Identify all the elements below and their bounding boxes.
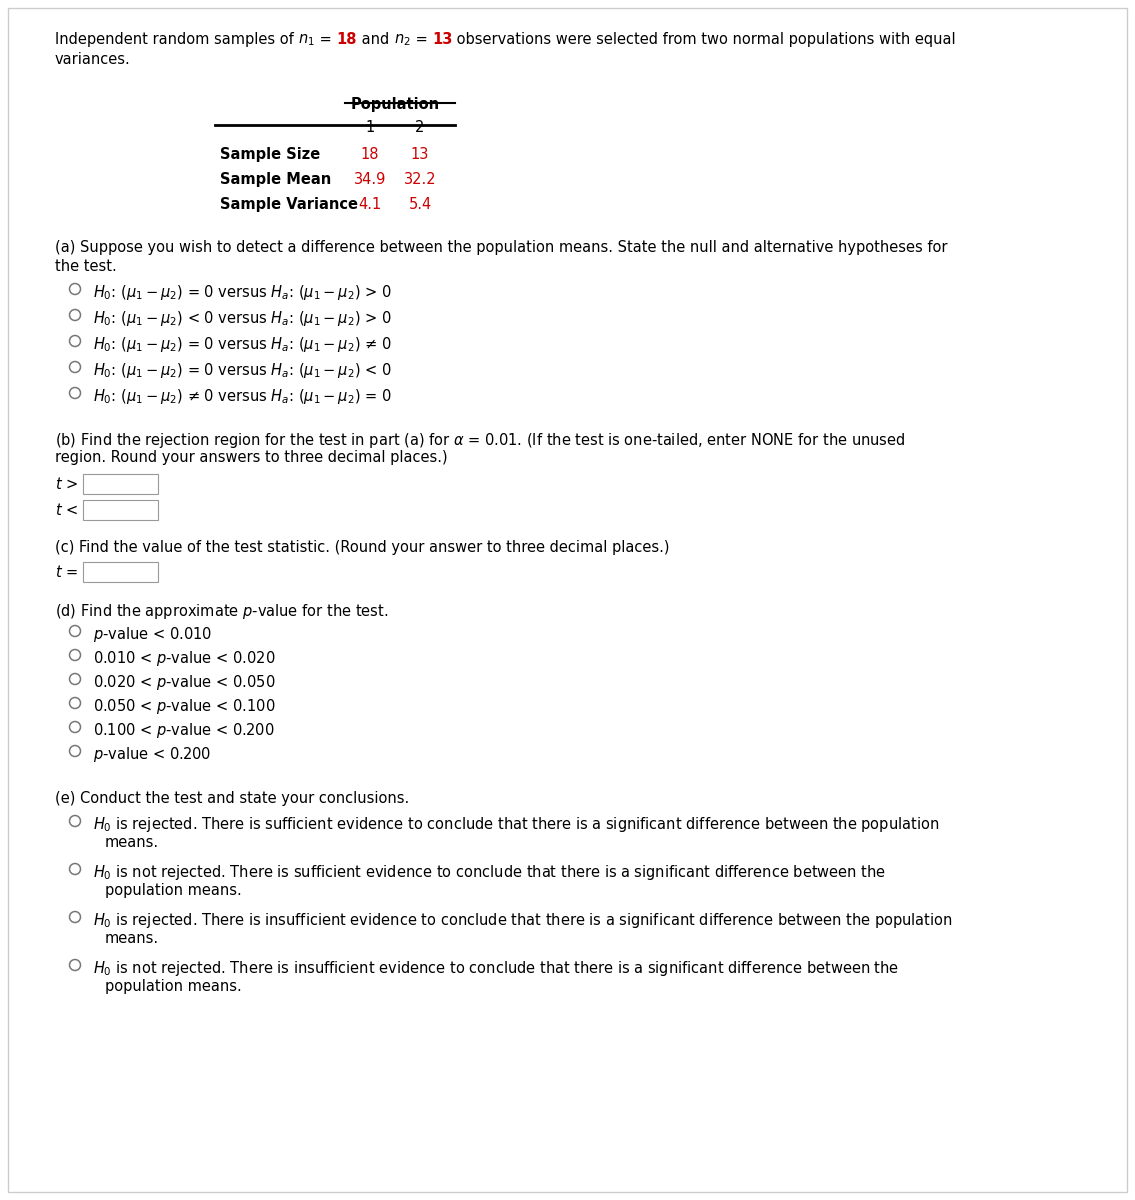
Text: 34.9: 34.9 [354,172,386,187]
Text: $H_0$: $(μ_1 - μ_2)$ < 0 versus $H_a$: $(μ_1 - μ_2)$ > 0: $H_0$: $(μ_1 - μ_2)$ < 0 versus $H_a$: $… [93,308,392,328]
Text: 13: 13 [411,146,429,162]
Text: (d) Find the approximate $p$-value for the test.: (d) Find the approximate $p$-value for t… [54,602,388,622]
Text: population means.: population means. [106,979,242,994]
Text: 18: 18 [336,32,358,47]
Text: Population: Population [351,97,439,112]
Text: 4.1: 4.1 [359,197,381,212]
Text: (e) Conduct the test and state your conclusions.: (e) Conduct the test and state your conc… [54,791,410,806]
Text: Independent random samples of: Independent random samples of [54,32,299,47]
Text: $t$ =: $t$ = [54,564,78,580]
Text: 1: 1 [365,120,375,134]
Text: the test.: the test. [54,259,117,274]
Text: 0.050 < $p$-value < 0.100: 0.050 < $p$-value < 0.100 [93,697,276,716]
Text: 0.010 < $p$-value < 0.020: 0.010 < $p$-value < 0.020 [93,649,276,668]
Text: region. Round your answers to three decimal places.): region. Round your answers to three deci… [54,450,447,464]
Text: $p$-value < 0.010: $p$-value < 0.010 [93,625,212,644]
Text: variances.: variances. [54,52,131,67]
Text: $H_0$ is not rejected. There is insufficient evidence to conclude that there is : $H_0$ is not rejected. There is insuffic… [93,959,899,978]
Text: $n_1$: $n_1$ [299,32,316,48]
Text: $n_2$: $n_2$ [394,32,411,48]
Text: Sample Mean: Sample Mean [220,172,331,187]
Text: 0.100 < $p$-value < 0.200: 0.100 < $p$-value < 0.200 [93,721,275,740]
Text: 2: 2 [415,120,424,134]
Text: $H_0$: $(μ_1 - μ_2)$ = 0 versus $H_a$: $(μ_1 - μ_2)$ > 0: $H_0$: $(μ_1 - μ_2)$ = 0 versus $H_a$: $… [93,283,392,302]
Text: =: = [316,32,336,47]
Text: 13: 13 [432,32,453,47]
Text: 5.4: 5.4 [409,197,431,212]
Text: population means.: population means. [106,883,242,898]
FancyBboxPatch shape [83,474,158,494]
Text: $p$-value < 0.200: $p$-value < 0.200 [93,745,211,764]
Text: means.: means. [106,835,159,850]
Text: $t$ <: $t$ < [54,502,78,518]
Text: $H_0$: $(μ_1 - μ_2)$ ≠ 0 versus $H_a$: $(μ_1 - μ_2)$ = 0: $H_0$: $(μ_1 - μ_2)$ ≠ 0 versus $H_a$: $… [93,386,392,406]
Text: means.: means. [106,931,159,946]
Text: (c) Find the value of the test statistic. (Round your answer to three decimal pl: (c) Find the value of the test statistic… [54,540,670,554]
Text: $H_0$ is not rejected. There is sufficient evidence to conclude that there is a : $H_0$ is not rejected. There is sufficie… [93,863,886,882]
Text: $H_0$: $(μ_1 - μ_2)$ = 0 versus $H_a$: $(μ_1 - μ_2)$ ≠ 0: $H_0$: $(μ_1 - μ_2)$ = 0 versus $H_a$: $… [93,335,392,354]
Text: $t$ >: $t$ > [54,476,78,492]
Text: $H_0$ is rejected. There is insufficient evidence to conclude that there is a si: $H_0$ is rejected. There is insufficient… [93,911,952,930]
Text: =: = [411,32,432,47]
Text: observations were selected from two normal populations with equal: observations were selected from two norm… [453,32,956,47]
Text: Sample Size: Sample Size [220,146,320,162]
FancyBboxPatch shape [83,562,158,582]
Text: $H_0$: $(μ_1 - μ_2)$ = 0 versus $H_a$: $(μ_1 - μ_2)$ < 0: $H_0$: $(μ_1 - μ_2)$ = 0 versus $H_a$: $… [93,361,392,380]
FancyBboxPatch shape [83,500,158,520]
Text: 18: 18 [361,146,379,162]
Text: (b) Find the rejection region for the test in part (a) for $\alpha$ = 0.01. (If : (b) Find the rejection region for the te… [54,431,906,450]
Text: and: and [358,32,394,47]
Text: Sample Variance: Sample Variance [220,197,358,212]
Text: $H_0$ is rejected. There is sufficient evidence to conclude that there is a sign: $H_0$ is rejected. There is sufficient e… [93,815,940,834]
Text: (a) Suppose you wish to detect a difference between the population means. State : (a) Suppose you wish to detect a differe… [54,240,948,254]
Text: 32.2: 32.2 [404,172,436,187]
Text: 0.020 < $p$-value < 0.050: 0.020 < $p$-value < 0.050 [93,673,276,692]
FancyBboxPatch shape [8,8,1127,1192]
